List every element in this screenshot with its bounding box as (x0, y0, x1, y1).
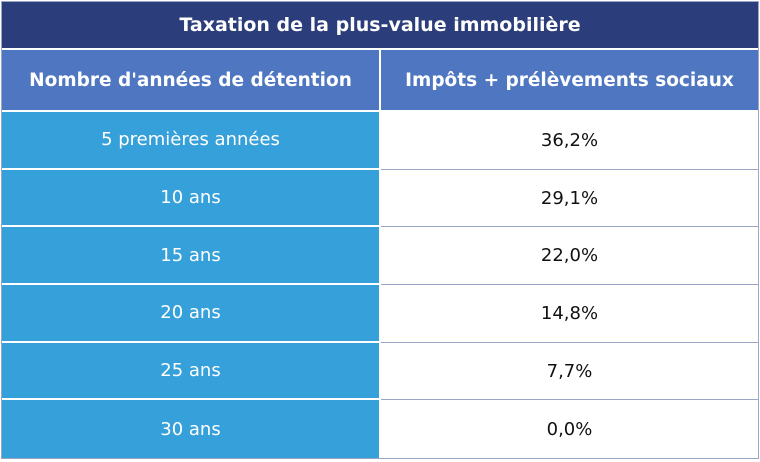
table-title: Taxation de la plus-value immobilière (2, 2, 758, 50)
table-row: 30 ans 0,0% (2, 400, 758, 459)
table-row: 20 ans 14,8% (2, 285, 758, 343)
duration-cell: 20 ans (2, 285, 381, 343)
table-row: 5 premières années 36,2% (2, 112, 758, 170)
table-row: 15 ans 22,0% (2, 227, 758, 286)
duration-cell: 5 premières années (2, 112, 381, 170)
rate-cell: 36,2% (381, 112, 758, 170)
rate-cell: 22,0% (381, 227, 758, 286)
duration-cell: 25 ans (2, 342, 381, 401)
duration-cell: 15 ans (2, 227, 381, 286)
header-cell: Impôts + prélèvements sociaux (381, 50, 758, 110)
table-row: 25 ans 7,7% (2, 342, 758, 401)
header-row: Nombre d'années de détention Impôts + pr… (2, 50, 758, 112)
header-cell: Nombre d'années de détention (2, 50, 381, 110)
rate-cell: 7,7% (381, 342, 758, 401)
rate-cell: 0,0% (381, 400, 758, 459)
rate-cell: 29,1% (381, 169, 758, 228)
table-row: 10 ans 29,1% (2, 169, 758, 228)
duration-cell: 30 ans (2, 400, 381, 459)
duration-cell: 10 ans (2, 169, 381, 228)
rate-cell: 14,8% (381, 285, 758, 343)
